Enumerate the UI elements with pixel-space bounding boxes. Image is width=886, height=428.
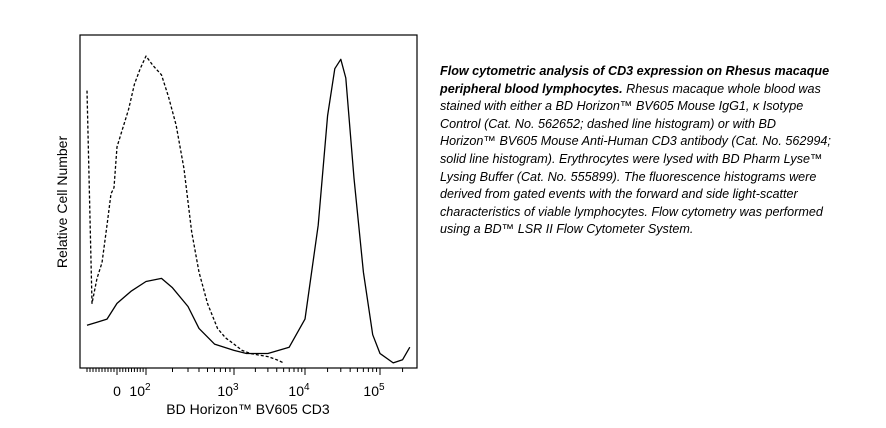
x-tick-label: 104: [288, 382, 310, 399]
x-tick-label: 103: [217, 382, 239, 399]
x-tick-label: 102: [129, 382, 151, 399]
plot-frame: [79, 34, 418, 369]
y-axis-label: Relative Cell Number: [54, 136, 70, 269]
x-tick-label: 0: [113, 383, 121, 399]
x-axis-tick-labels: 0 102 103 104 105: [113, 382, 385, 399]
caption-title: Flow cytometric analysis of CD3 expressi…: [440, 64, 830, 96]
x-tick-label: 105: [363, 382, 385, 399]
x-axis-label: BD Horizon™ BV605 CD3: [166, 401, 330, 417]
x-axis-ticks: [86, 368, 404, 375]
isotype-control-histogram: [86, 55, 284, 364]
cd3-histogram: [86, 58, 411, 364]
series-layer: [86, 55, 411, 364]
figure-caption: Flow cytometric analysis of CD3 expressi…: [440, 63, 832, 239]
caption-body: Rhesus macaque whole blood was stained w…: [440, 81, 831, 237]
